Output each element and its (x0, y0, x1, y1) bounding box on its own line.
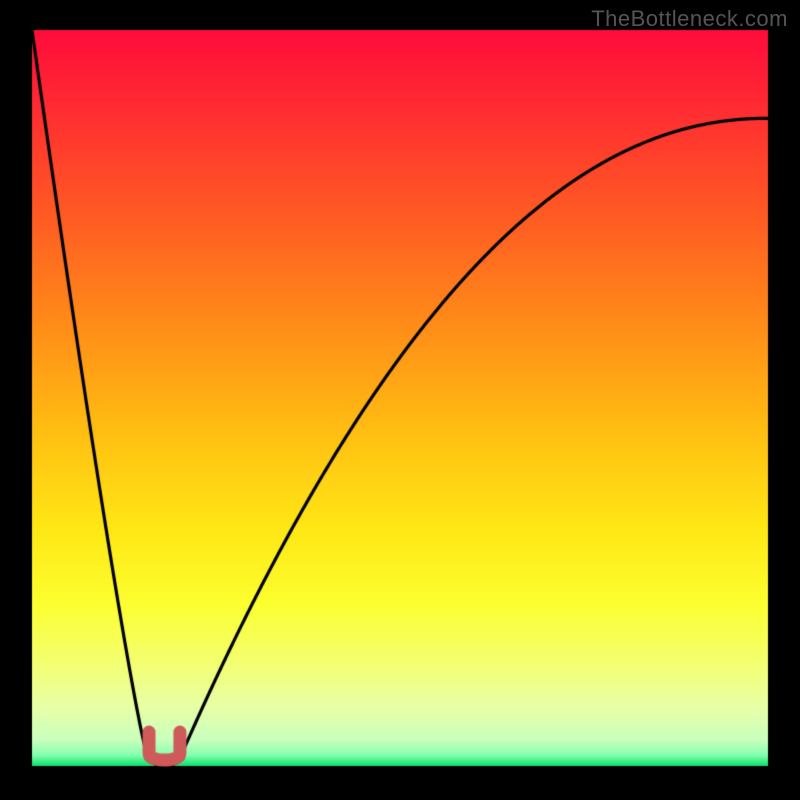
bottleneck-chart-canvas (0, 0, 800, 800)
chart-stage: TheBottleneck.com (0, 0, 800, 800)
watermark-label: TheBottleneck.com (591, 6, 788, 32)
